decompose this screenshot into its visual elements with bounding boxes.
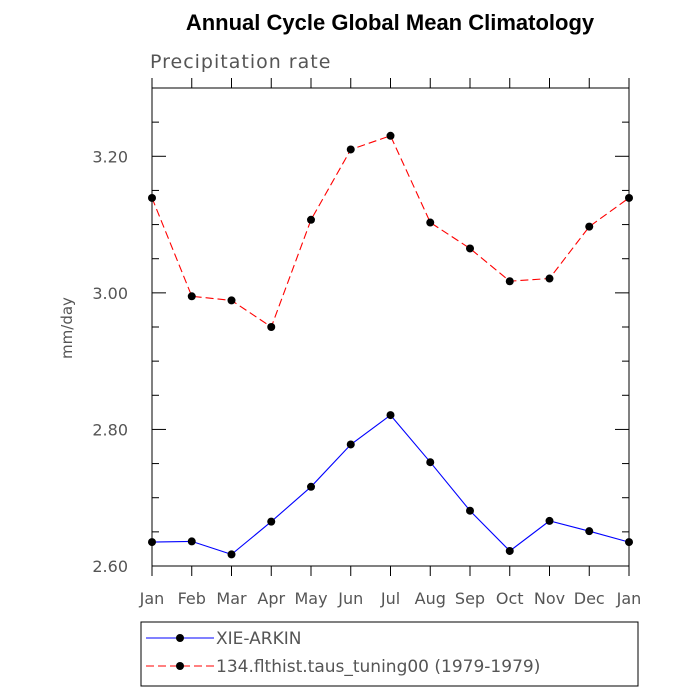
- data-point: [346, 145, 355, 154]
- x-tick-labels: Jan Feb Mar Apr May Jun Jul Aug Sep Oct Nov Dec Jan: [139, 589, 642, 608]
- data-point: [148, 538, 156, 547]
- data-point: [227, 296, 236, 305]
- legend-box: [140, 621, 639, 687]
- x-tick-label: Sep: [455, 589, 485, 608]
- series-line-0: [151, 414, 630, 556]
- data-point: [625, 538, 633, 547]
- data-point: [267, 323, 276, 331]
- x-tick-label: Jul: [380, 589, 400, 608]
- y-tick-labels: 2.60 2.80 3.00 3.20: [92, 147, 128, 576]
- data-point: [426, 218, 435, 227]
- y-axis-label: mm/day: [58, 297, 76, 359]
- data-point: [466, 506, 474, 515]
- data-point: [585, 222, 594, 231]
- series-markers: [148, 131, 633, 559]
- data-point: [625, 193, 633, 202]
- data-point: [187, 292, 196, 301]
- data-point: [466, 244, 474, 253]
- legend: XIE-ARKIN 134.flthist.taus_tuning00 (1979…: [146, 629, 540, 677]
- data-point: [585, 527, 594, 536]
- y-tick-label: 3.20: [92, 147, 128, 166]
- y-tick-label: 3.00: [92, 284, 128, 303]
- series-lines: [151, 135, 630, 556]
- data-point: [505, 546, 514, 555]
- data-point: [227, 550, 236, 559]
- data-point: [505, 277, 514, 286]
- data-point: [545, 516, 554, 525]
- data-point: [545, 274, 554, 283]
- legend-label: 134.flthist.taus_tuning00 (1979-1979): [216, 657, 540, 677]
- x-tick-label: Aug: [415, 589, 446, 608]
- x-tick-label: Jun: [337, 589, 363, 608]
- x-tick-label: Jan: [616, 589, 642, 608]
- x-tick-label: May: [294, 589, 327, 608]
- data-point: [386, 411, 395, 420]
- x-tick-label: Feb: [178, 589, 206, 608]
- x-tick-label: Jan: [139, 589, 165, 608]
- data-point: [307, 215, 315, 224]
- legend-marker: [176, 634, 184, 642]
- x-tick-label: Nov: [534, 589, 565, 608]
- data-point: [148, 193, 156, 202]
- chart-subtitle: Precipitation rate: [150, 51, 331, 73]
- x-tick-label: Oct: [496, 589, 524, 608]
- y-tick-label: 2.60: [92, 557, 128, 576]
- x-tick-label: Dec: [574, 589, 605, 608]
- data-point: [187, 537, 196, 546]
- x-tick-label: Mar: [216, 589, 247, 608]
- data-point: [426, 458, 435, 467]
- series-line-1: [151, 135, 630, 328]
- legend-label: XIE-ARKIN: [216, 629, 301, 649]
- plot-frame: [151, 87, 630, 567]
- data-point: [346, 440, 355, 449]
- y-tick-label: 2.80: [92, 420, 128, 439]
- data-point: [307, 482, 315, 491]
- legend-marker: [176, 662, 184, 670]
- chart-title: Annual Cycle Global Mean Climatology: [186, 10, 595, 35]
- axis-ticks: [151, 78, 630, 576]
- data-point: [386, 131, 395, 140]
- data-point: [267, 517, 276, 526]
- x-tick-label: Apr: [257, 589, 285, 608]
